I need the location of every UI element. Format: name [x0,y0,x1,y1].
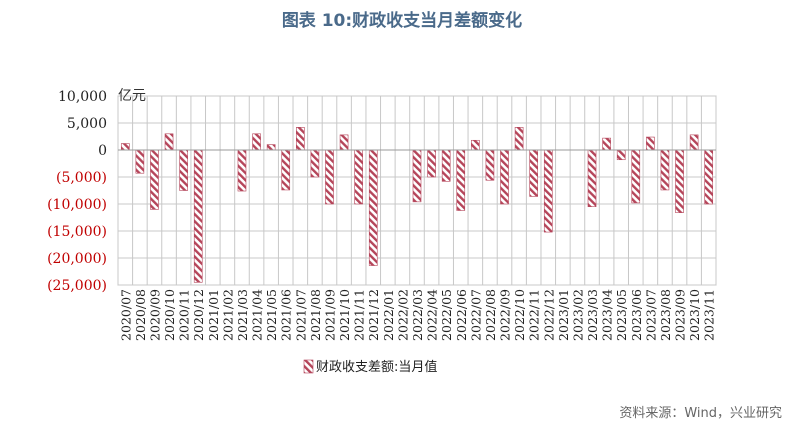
source-note: 资料来源：Wind，兴业研究 [619,406,782,421]
bar [412,149,422,203]
bar [675,149,684,213]
x-tick-label: 2022/02 [395,289,410,341]
x-tick-label: 2021/09 [322,289,337,341]
x-tick-label: 2023/01 [556,289,571,341]
bar [266,144,276,151]
bar [587,149,597,208]
bar [689,134,699,151]
x-tick-label: 2023/03 [585,289,600,341]
bar [354,149,363,205]
x-tick-label: 2021/08 [308,289,323,341]
y-tick-label: (20,000) [47,251,107,267]
bar [150,149,159,210]
bar [500,149,509,205]
bar [543,149,553,233]
bar [325,149,334,205]
bar [427,149,436,178]
bar [252,133,261,151]
x-tick-label: 2021/01 [206,289,221,341]
bar [296,127,305,151]
x-tick-label: 2021/10 [337,289,352,341]
bar [135,149,145,174]
x-tick-label: 2022/03 [410,289,425,341]
bars [120,127,714,283]
x-tick-label: 2021/11 [352,289,367,341]
bar [441,149,451,182]
x-tick-label: 2021/03 [235,289,250,341]
x-tick-label: 2021/12 [366,289,381,341]
bar [237,149,247,192]
bar [471,139,480,151]
bar [660,149,670,191]
bar [631,149,641,204]
bar [193,149,203,283]
y-tick-label: 10,000 [58,89,107,105]
x-tick-label: 2022/04 [425,289,440,341]
x-tick-label: 2020/07 [118,289,133,341]
bar [456,149,466,211]
bar [368,149,378,266]
bar [281,149,291,191]
y-tick-label: 5,000 [67,116,107,132]
x-tick-label: 2023/11 [702,289,717,341]
chart-title: 图表 10:财政收支当月差额变化 [281,11,523,31]
axes: 10,000 5,000 0 (5,000) (10,000) (15,000) (20,0… [47,89,717,341]
x-tick-label: 2021/07 [293,289,308,341]
x-tick-label: 2022/08 [483,289,498,341]
x-tick-label: 2022/09 [498,289,513,341]
legend: 财政收支差额:当月值 [303,359,437,375]
x-tick-label: 2023/09 [673,289,688,341]
x-tick-label: 2023/06 [629,289,644,341]
bar [646,136,655,151]
bar [616,149,626,161]
x-tick-label: 2022/11 [527,289,542,341]
bar [602,137,611,151]
y-tick-label: (15,000) [47,224,107,240]
y-tick-label: (25,000) [47,278,107,294]
x-tick-label: 2022/10 [512,289,527,341]
bar [179,149,188,191]
x-tick-label: 2023/07 [643,289,658,341]
legend-label: 财政收支差额:当月值 [316,359,437,375]
x-tick-label: 2020/09 [147,289,162,341]
x-tick-label: 2023/10 [687,289,702,341]
x-tick-label: 2022/06 [454,289,469,341]
x-tick-label: 2022/05 [439,289,454,341]
bar [164,133,174,151]
x-tick-label: 2022/12 [541,289,556,341]
y-tick-label: (5,000) [56,170,107,186]
bar [339,134,349,151]
bar [529,149,538,197]
x-tick-label: 2022/07 [468,289,483,341]
bar [485,149,495,181]
y-tick-label: 0 [98,143,107,159]
x-tick-label: 2023/02 [570,289,585,341]
bar [704,149,714,205]
x-tick-label: 2023/05 [614,289,629,341]
x-tick-label: 2021/02 [220,289,235,341]
x-tick-label: 2023/04 [600,289,615,341]
x-tick-label: 2020/10 [162,289,177,341]
y-tick-label: (10,000) [47,197,107,213]
legend-swatch [303,359,314,374]
y-unit-label: 亿元 [118,88,146,104]
x-tick-label: 2021/05 [264,289,279,341]
x-tick-label: 2020/12 [191,289,206,341]
x-tick-label: 2022/01 [381,289,396,341]
bar [310,149,320,178]
x-tick-label: 2020/11 [177,289,192,341]
x-tick-label: 2020/08 [133,289,148,341]
bar [514,127,524,151]
x-tick-label: 2021/04 [250,289,265,341]
bar [120,143,130,151]
x-tick-label: 2021/06 [279,289,294,341]
x-tick-label: 2023/08 [658,289,673,341]
